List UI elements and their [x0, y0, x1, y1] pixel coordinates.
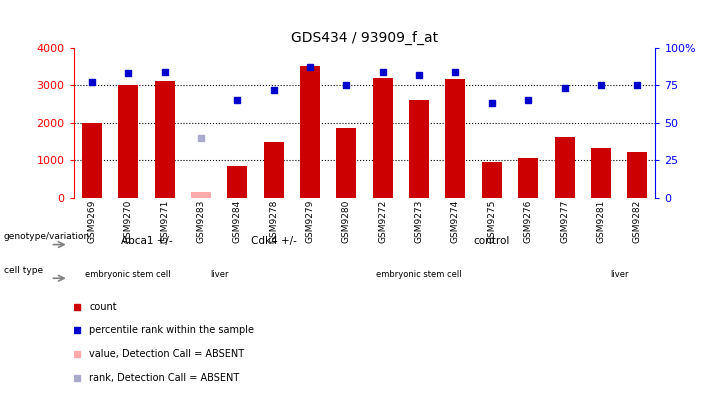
Bar [264, 141, 284, 198]
Text: genotype/variation: genotype/variation [4, 232, 90, 242]
Text: count: count [89, 301, 117, 312]
Text: cell type: cell type [4, 266, 43, 275]
Text: liver: liver [610, 270, 628, 279]
Text: percentile rank within the sample: percentile rank within the sample [89, 325, 254, 335]
Text: control: control [474, 236, 510, 246]
Text: liver: liver [210, 270, 229, 279]
Bar [191, 192, 211, 198]
Text: value, Detection Call = ABSENT: value, Detection Call = ABSENT [89, 349, 245, 359]
Text: embryonic stem cell: embryonic stem cell [86, 270, 171, 279]
Bar [627, 152, 647, 198]
Text: Abca1 +/-: Abca1 +/- [121, 236, 172, 246]
Bar [82, 123, 102, 198]
Text: Cdk4 +/-: Cdk4 +/- [251, 236, 297, 246]
Bar [227, 166, 247, 198]
Bar [118, 85, 138, 198]
Bar [409, 100, 429, 198]
Bar [154, 81, 175, 198]
Bar [445, 80, 465, 198]
Text: rank, Detection Call = ABSENT: rank, Detection Call = ABSENT [89, 373, 240, 383]
Bar [336, 128, 356, 198]
Bar [373, 78, 393, 198]
Bar [482, 162, 502, 198]
Title: GDS434 / 93909_f_at: GDS434 / 93909_f_at [291, 31, 438, 45]
Text: embryonic stem cell: embryonic stem cell [376, 270, 462, 279]
Bar [591, 148, 611, 198]
Bar [554, 137, 575, 198]
Bar [518, 158, 538, 198]
Bar [300, 66, 320, 198]
